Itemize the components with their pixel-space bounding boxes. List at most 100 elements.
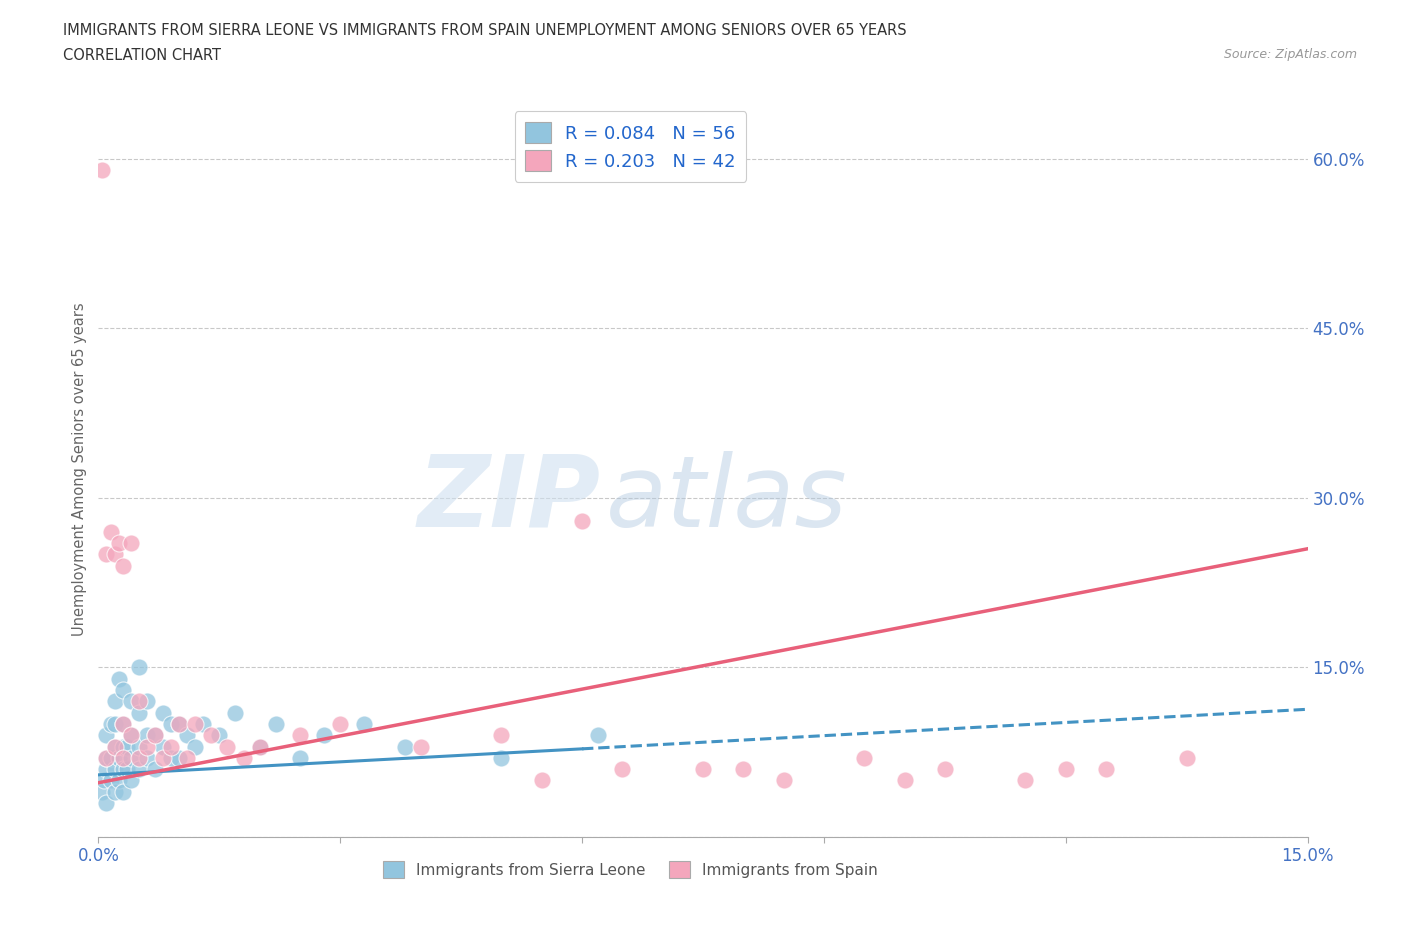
Point [107, 536, 129, 551]
Point [128, 705, 150, 720]
Point [1014, 773, 1036, 788]
Point [91, 784, 114, 799]
Point [288, 728, 311, 743]
Point [491, 751, 513, 765]
Point [1095, 762, 1118, 777]
Point [249, 739, 271, 754]
Point [612, 762, 634, 777]
Point [111, 751, 134, 765]
Point [571, 513, 593, 528]
Point [100, 716, 122, 731]
Point [167, 716, 190, 731]
Point [893, 773, 915, 788]
Point [224, 705, 246, 720]
Point [103, 739, 125, 754]
Point [184, 739, 207, 754]
Point [120, 728, 142, 743]
Point [103, 716, 125, 731]
Point [135, 694, 157, 709]
Point [96, 728, 118, 743]
Point [120, 728, 142, 743]
Point [111, 739, 134, 754]
Point [128, 739, 150, 754]
Point [128, 660, 150, 675]
Point [103, 547, 125, 562]
Point [100, 751, 122, 765]
Point [288, 751, 311, 765]
Point [96, 762, 118, 777]
Text: Source: ZipAtlas.com: Source: ZipAtlas.com [1223, 48, 1357, 61]
Point [184, 716, 207, 731]
Point [934, 762, 956, 777]
Point [1175, 751, 1198, 765]
Point [160, 716, 183, 731]
Point [115, 739, 138, 754]
Point [111, 716, 134, 731]
Text: CORRELATION CHART: CORRELATION CHART [63, 48, 221, 63]
Point [772, 773, 794, 788]
Point [96, 751, 118, 765]
Point [128, 762, 150, 777]
Point [120, 773, 142, 788]
Point [1054, 762, 1077, 777]
Point [135, 728, 157, 743]
Point [314, 728, 336, 743]
Point [394, 739, 416, 754]
Point [135, 739, 157, 754]
Point [111, 762, 134, 777]
Point [232, 751, 254, 765]
Point [100, 773, 122, 788]
Point [176, 728, 198, 743]
Point [160, 739, 183, 754]
Point [135, 751, 157, 765]
Point [128, 751, 150, 765]
Point [120, 694, 142, 709]
Point [96, 796, 118, 811]
Point [96, 547, 118, 562]
Point [111, 558, 134, 573]
Point [103, 694, 125, 709]
Point [491, 728, 513, 743]
Point [733, 762, 755, 777]
Point [107, 751, 129, 765]
Point [530, 773, 553, 788]
Point [103, 784, 125, 799]
Point [143, 728, 166, 743]
Point [208, 728, 231, 743]
Point [249, 739, 271, 754]
Point [143, 728, 166, 743]
Legend: Immigrants from Sierra Leone, Immigrants from Spain: Immigrants from Sierra Leone, Immigrants… [377, 855, 884, 884]
Point [152, 739, 174, 754]
Text: atlas: atlas [606, 450, 848, 548]
Point [692, 762, 714, 777]
Point [853, 751, 876, 765]
Y-axis label: Unemployment Among Seniors over 65 years: Unemployment Among Seniors over 65 years [72, 303, 87, 636]
Point [167, 751, 190, 765]
Point [329, 716, 352, 731]
Point [103, 739, 125, 754]
Text: ZIP: ZIP [418, 450, 600, 548]
Point [160, 751, 183, 765]
Point [152, 751, 174, 765]
Point [103, 762, 125, 777]
Point [353, 716, 375, 731]
Point [107, 671, 129, 686]
Point [111, 784, 134, 799]
Point [115, 762, 138, 777]
Point [586, 728, 609, 743]
Point [152, 705, 174, 720]
Point [111, 716, 134, 731]
Point [91, 163, 114, 178]
Point [143, 762, 166, 777]
Point [264, 716, 287, 731]
Point [176, 751, 198, 765]
Point [120, 751, 142, 765]
Point [167, 716, 190, 731]
Point [107, 773, 129, 788]
Point [128, 694, 150, 709]
Point [409, 739, 432, 754]
Point [93, 773, 115, 788]
Point [100, 525, 122, 539]
Text: IMMIGRANTS FROM SIERRA LEONE VS IMMIGRANTS FROM SPAIN UNEMPLOYMENT AMONG SENIORS: IMMIGRANTS FROM SIERRA LEONE VS IMMIGRAN… [63, 23, 907, 38]
Point [120, 536, 142, 551]
